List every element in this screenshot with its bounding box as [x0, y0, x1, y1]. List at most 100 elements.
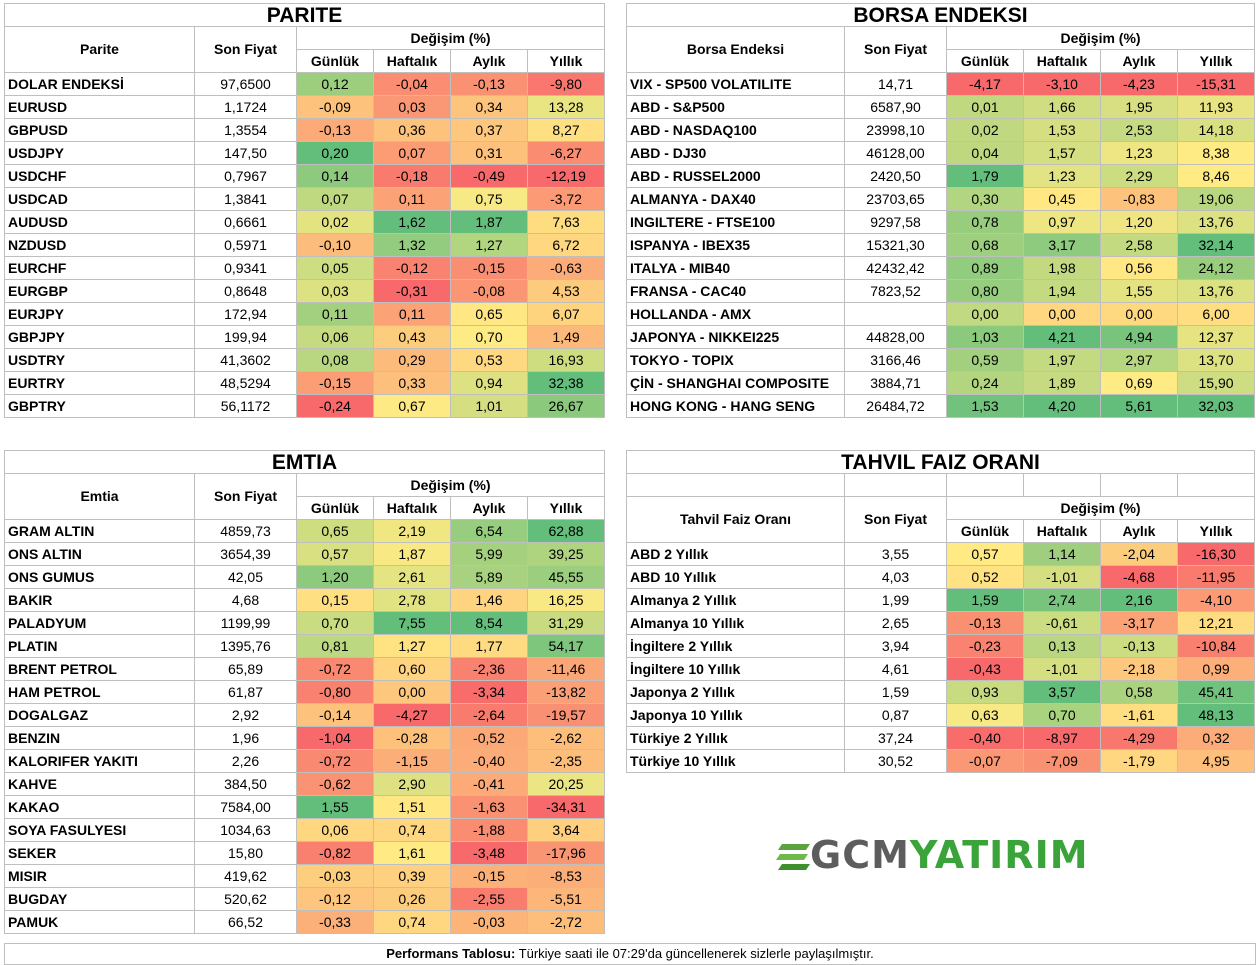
row-name: ONS ALTIN — [4, 542, 195, 566]
table-row: BAKIR 4,68 0,15 2,78 1,46 16,25 — [4, 588, 606, 612]
row-change-yearly: 8,38 — [1176, 141, 1256, 165]
row-name: ITALYA - MIB40 — [626, 256, 845, 280]
row-name: KAHVE — [4, 772, 195, 796]
row-name: BAKIR — [4, 588, 195, 612]
borsa-period-weekly: Haftalık — [1023, 49, 1101, 73]
row-change-yearly: 16,93 — [526, 348, 606, 372]
row-change-yearly: -9,80 — [526, 72, 606, 96]
row-change-yearly: 16,25 — [526, 588, 606, 612]
row-change-daily: 0,14 — [296, 164, 374, 188]
borsa-table: BORSA ENDEKSI Borsa Endeksi Son Fiyat De… — [625, 3, 1256, 418]
row-name: GBPTRY — [4, 394, 195, 418]
row-change-yearly: 11,93 — [1176, 95, 1256, 119]
row-change-yearly: 0,32 — [1176, 726, 1256, 750]
row-price: 1,59 — [844, 680, 947, 704]
row-name: KALORIFER YAKITI — [4, 749, 195, 773]
logo-text-gcm: GCM — [810, 833, 910, 877]
row-name: Japonya 10 Yıllık — [626, 703, 845, 727]
row-price: 1395,76 — [194, 634, 297, 658]
row-change-monthly: -1,88 — [450, 818, 528, 842]
row-name: Japonya 2 Yıllık — [626, 680, 845, 704]
table-row: ALMANYA - DAX40 23703,65 0,30 0,45 -0,83 19,0… — [626, 187, 1256, 211]
table-row: DOGALGAZ 2,92 -0,14 -4,27 -2,64 -19,57 — [4, 703, 606, 727]
row-change-weekly: 1,23 — [1023, 164, 1101, 188]
row-name: USDCHF — [4, 164, 195, 188]
row-change-monthly: 1,55 — [1100, 279, 1178, 303]
table-row: EURJPY 172,94 0,11 0,11 0,65 6,07 — [4, 302, 606, 326]
row-name: ALMANYA - DAX40 — [626, 187, 845, 211]
row-change-monthly: -0,40 — [450, 749, 528, 773]
row-change-weekly: -0,12 — [373, 256, 451, 280]
row-price: 2,65 — [844, 611, 947, 635]
table-row: GBPTRY 56,1172 -0,24 0,67 1,01 26,67 — [4, 394, 606, 418]
row-change-monthly: -0,13 — [1100, 634, 1178, 658]
parite-table: PARITE Parite Son Fiyat Değişim (%) Günl… — [3, 3, 606, 418]
row-change-monthly: -2,36 — [450, 657, 528, 681]
row-name: INGILTERE - FTSE100 — [626, 210, 845, 234]
row-change-yearly: -34,31 — [526, 795, 606, 819]
tahvil-blank-cell — [1176, 473, 1256, 497]
row-change-daily: 0,03 — [296, 279, 374, 303]
row-change-yearly: 14,18 — [1176, 118, 1256, 142]
emtia-title: EMTIA — [3, 450, 606, 474]
row-price: 15,80 — [194, 841, 297, 865]
row-change-weekly: 0,00 — [373, 680, 451, 704]
row-name: EURUSD — [4, 95, 195, 119]
row-change-weekly: -0,31 — [373, 279, 451, 303]
row-change-monthly: -0,41 — [450, 772, 528, 796]
emtia-col-change: Değişim (%) — [295, 473, 606, 497]
row-name: Türkiye 2 Yıllık — [626, 726, 845, 750]
row-change-daily: 0,65 — [296, 519, 374, 543]
row-change-monthly: 0,37 — [450, 118, 528, 142]
row-change-monthly: -2,18 — [1100, 657, 1178, 681]
row-price: 7584,00 — [194, 795, 297, 819]
table-row: ABD 10 Yıllık 4,03 0,52 -1,01 -4,68 -11,95 — [626, 565, 1256, 589]
table-row: İngiltere 10 Yıllık 4,61 -0,43 -1,01 -2,18 0,… — [626, 657, 1256, 681]
row-name: Almanya 2 Yıllık — [626, 588, 845, 612]
emtia-period-weekly: Haftalık — [373, 496, 451, 520]
row-price: 97,6500 — [194, 72, 297, 96]
row-price: 41,3602 — [194, 348, 297, 372]
row-change-yearly: -13,82 — [526, 680, 606, 704]
row-change-daily: 0,57 — [946, 542, 1024, 566]
row-change-monthly: -1,61 — [1100, 703, 1178, 727]
row-change-daily: 0,08 — [296, 348, 374, 372]
row-change-weekly: 0,74 — [373, 910, 451, 934]
row-price: 56,1172 — [194, 394, 297, 418]
row-name: VIX - SP500 VOLATILITE — [626, 72, 845, 96]
row-price — [844, 302, 947, 326]
row-change-daily: 0,70 — [296, 611, 374, 635]
row-name: Türkiye 10 Yıllık — [626, 749, 845, 773]
row-change-weekly: 1,61 — [373, 841, 451, 865]
row-price: 4,03 — [844, 565, 947, 589]
tahvil-title: TAHVIL FAIZ ORANI — [625, 450, 1256, 474]
row-change-weekly: -4,27 — [373, 703, 451, 727]
row-change-weekly: 3,57 — [1023, 680, 1101, 704]
row-price: 2,26 — [194, 749, 297, 773]
table-row: EURCHF 0,9341 0,05 -0,12 -0,15 -0,63 — [4, 256, 606, 280]
row-name: JAPONYA - NIKKEI225 — [626, 325, 845, 349]
emtia-period-monthly: Aylık — [450, 496, 528, 520]
row-change-daily: -0,40 — [946, 726, 1024, 750]
table-row: ÇİN - SHANGHAI COMPOSITE 3884,71 0,24 1,89 0… — [626, 371, 1256, 395]
row-change-daily: -0,24 — [296, 394, 374, 418]
borsa-col-price: Son Fiyat — [844, 26, 947, 73]
row-change-weekly: 0,03 — [373, 95, 451, 119]
row-price: 4,68 — [194, 588, 297, 612]
row-change-yearly: 3,64 — [526, 818, 606, 842]
row-price: 42432,42 — [844, 256, 947, 280]
tahvil-col-price: Son Fiyat — [844, 496, 947, 543]
row-change-monthly: 1,23 — [1100, 141, 1178, 165]
row-change-weekly: 4,20 — [1023, 394, 1101, 418]
row-change-monthly: -0,08 — [450, 279, 528, 303]
row-change-daily: -0,33 — [296, 910, 374, 934]
row-price: 9297,58 — [844, 210, 947, 234]
tahvil-period-yearly: Yıllık — [1176, 519, 1256, 543]
table-row: PLATIN 1395,76 0,81 1,27 1,77 54,17 — [4, 634, 606, 658]
row-change-weekly: -3,10 — [1023, 72, 1101, 96]
row-change-monthly: 5,99 — [450, 542, 528, 566]
table-row: Türkiye 10 Yıllık 30,52 -0,07 -7,09 -1,79 4,9… — [626, 749, 1256, 773]
row-change-yearly: 6,72 — [526, 233, 606, 257]
row-change-monthly: 2,53 — [1100, 118, 1178, 142]
row-change-yearly: 54,17 — [526, 634, 606, 658]
